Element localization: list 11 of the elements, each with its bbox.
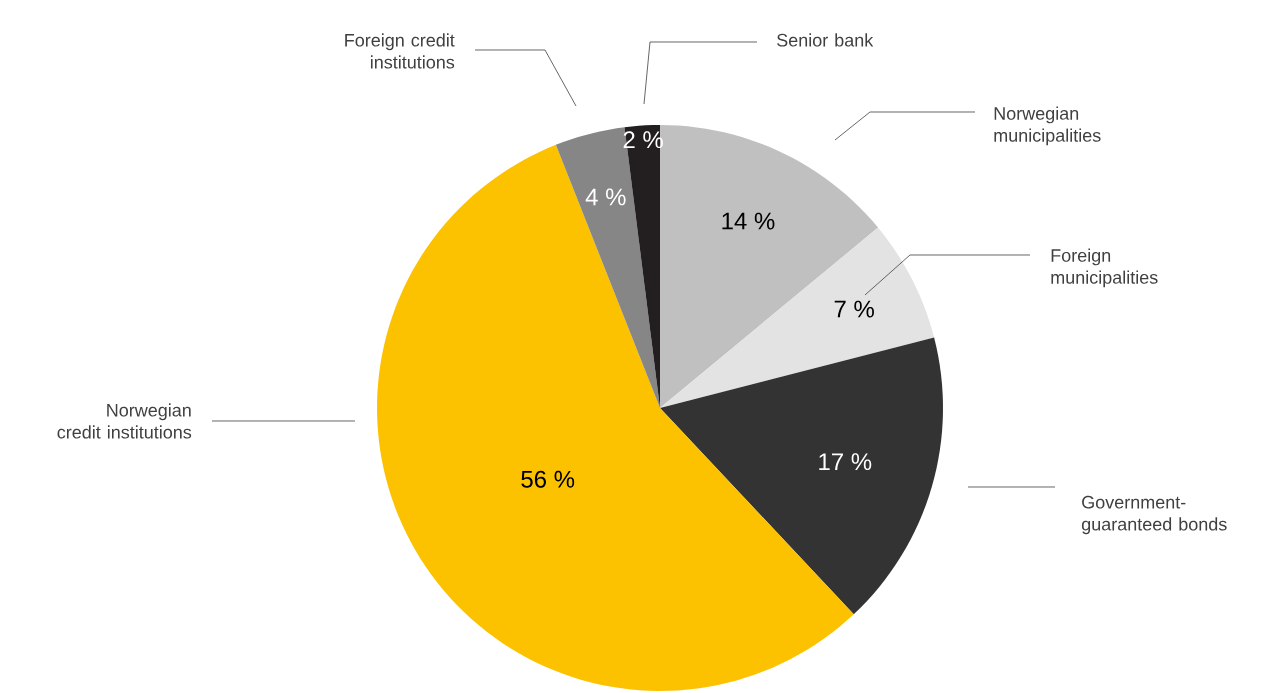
slice-label: Norwegian municipalities <box>994 106 1101 146</box>
slice-label: Senior bank <box>777 33 874 47</box>
slice-label: Government-guaranteed bonds <box>1081 495 1227 535</box>
slice-label: Foreign credit institutions <box>345 33 455 69</box>
slice-label: Foreign municipalities <box>1051 248 1158 288</box>
data-label: 14 % <box>722 212 775 230</box>
data-label: 17 % <box>819 453 872 471</box>
data-label: 56 % <box>521 470 575 488</box>
slice-label: Norwegian credit institutions <box>57 403 192 439</box>
data-label: 4 % <box>585 188 626 206</box>
data-label: 7 % <box>834 300 874 318</box>
